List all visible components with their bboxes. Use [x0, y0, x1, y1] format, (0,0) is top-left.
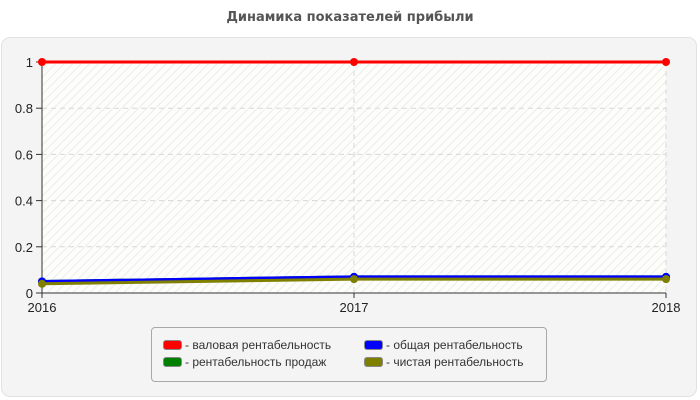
y-tick-label: 0.6	[15, 147, 33, 162]
y-tick-label: 0.2	[15, 240, 33, 255]
legend-item-gross-margin: - валовая рентабельность	[163, 337, 331, 353]
data-point[interactable]	[38, 279, 46, 288]
legend-label: - общая рентабельность	[386, 338, 523, 352]
plot-background	[42, 62, 666, 293]
series-lines	[38, 58, 670, 288]
legend-swatch-green	[163, 356, 182, 367]
y-tick-label: 0.4	[15, 194, 33, 209]
legend-item-sales-margin: - рентабельность продаж	[163, 354, 326, 370]
legend-item-net-margin: - чистая рентабельность	[364, 354, 523, 370]
legend-item-total-margin: - общая рентабельность	[364, 337, 523, 353]
axes: 0 0.2 0.4 0.6 0.8 1 2016 2017 2018	[15, 55, 681, 315]
data-point[interactable]	[350, 275, 358, 284]
data-point[interactable]	[38, 58, 46, 66]
legend-label: - валовая рентабельность	[185, 338, 332, 352]
x-tick-label: 2017	[340, 300, 369, 315]
x-tick-label: 2018	[652, 300, 681, 315]
legend-swatch-olive	[364, 356, 383, 367]
legend-label: - рентабельность продаж	[185, 355, 327, 369]
legend-swatch-red	[163, 339, 182, 350]
y-tick-label: 1	[26, 55, 33, 70]
chart-title: Динамика показателей прибыли	[226, 10, 474, 25]
data-point[interactable]	[662, 58, 670, 66]
legend-swatch-blue	[364, 339, 383, 350]
legend-label: - чистая рентабельность	[386, 355, 524, 369]
legend: - валовая рентабельность - общая рентабе…	[151, 327, 547, 382]
y-tick-label: 0	[26, 286, 33, 301]
data-point[interactable]	[662, 275, 670, 284]
y-tick-label: 0.8	[15, 101, 33, 116]
data-point[interactable]	[350, 58, 358, 66]
gridlines	[42, 62, 667, 293]
x-tick-label: 2016	[28, 300, 57, 315]
